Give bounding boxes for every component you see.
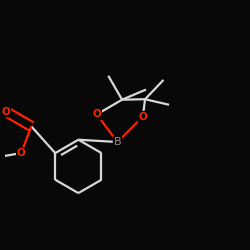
Text: O: O (92, 110, 101, 120)
Text: O: O (17, 148, 26, 158)
Text: O: O (138, 112, 147, 122)
Text: O: O (2, 107, 10, 117)
Text: B: B (114, 137, 121, 147)
